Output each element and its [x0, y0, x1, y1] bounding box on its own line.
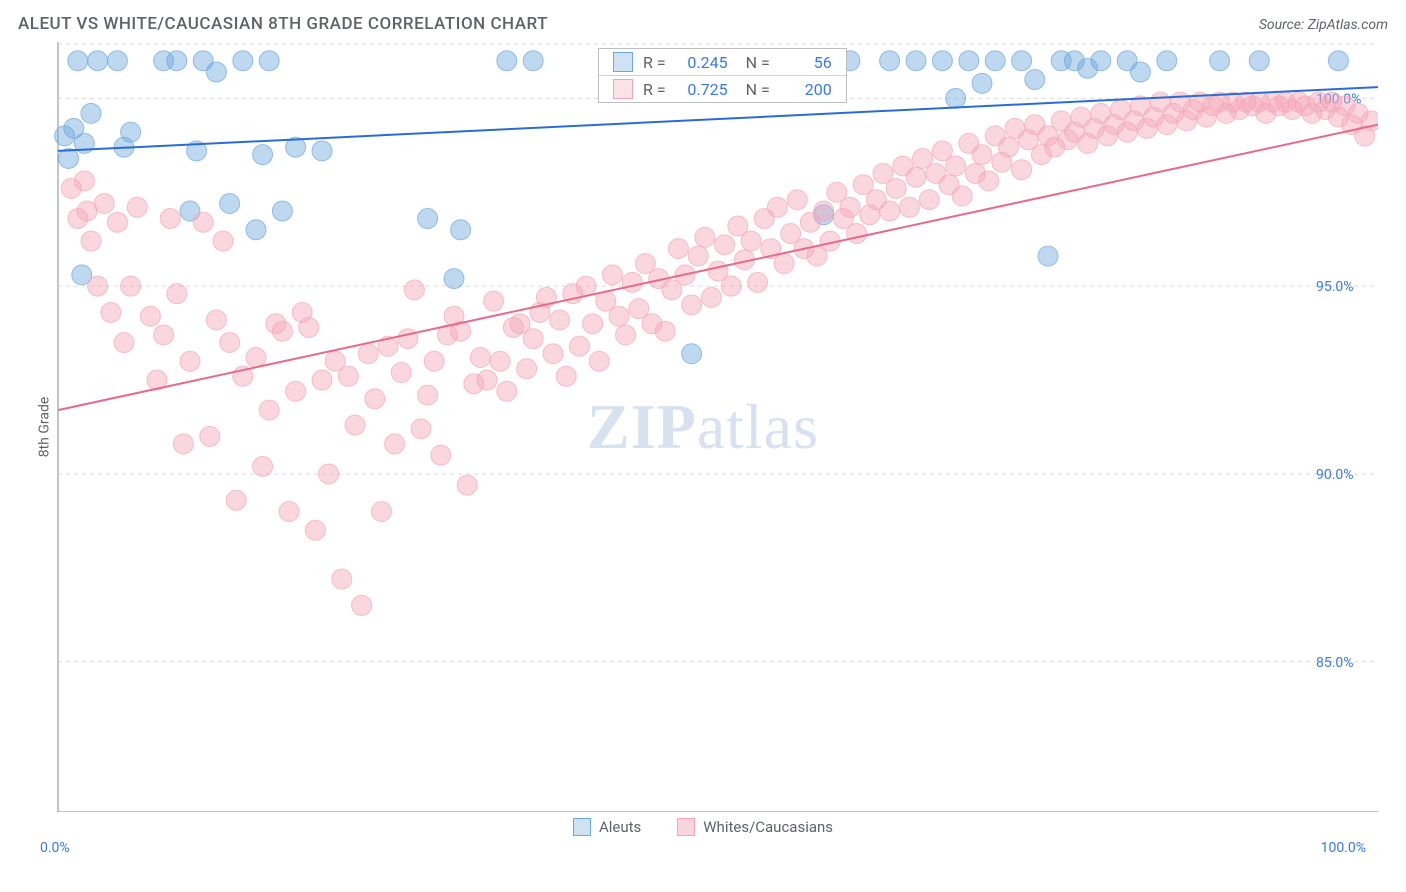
legend-swatch	[677, 818, 695, 836]
y-axis-label: 8th Grade	[36, 397, 52, 458]
chart-area: 8th Grade 85.0%90.0%95.0%100.0% ZIPatlas…	[18, 42, 1388, 812]
n-value: 200	[780, 80, 832, 99]
series-legend: Aleuts Whites/Caucasians	[0, 818, 1406, 836]
legend-swatch	[573, 818, 591, 836]
stat-row: R = 0.725 N = 200	[599, 76, 846, 102]
correlation-stats-box: R = 0.245 N = 56 R = 0.725 N = 200	[598, 48, 847, 103]
legend-item: Aleuts	[573, 818, 641, 836]
legend-item: Whites/Caucasians	[677, 818, 833, 836]
series-swatch	[613, 79, 633, 99]
svg-text:95.0%: 95.0%	[1316, 279, 1354, 295]
x-min-label: 0.0%	[40, 840, 70, 856]
r-label: R =	[643, 53, 666, 72]
svg-text:90.0%: 90.0%	[1316, 467, 1354, 483]
legend-label: Aleuts	[599, 818, 641, 836]
svg-text:85.0%: 85.0%	[1316, 655, 1354, 671]
source-label: Source: ZipAtlas.com	[1259, 17, 1388, 33]
scatter-plot: 85.0%90.0%95.0%100.0%	[18, 42, 1378, 812]
x-max-label: 100.0%	[1321, 840, 1366, 856]
stat-row: R = 0.245 N = 56	[599, 49, 846, 76]
n-label: N =	[746, 80, 770, 99]
n-value: 56	[780, 53, 832, 72]
legend-label: Whites/Caucasians	[703, 818, 833, 836]
r-label: R =	[643, 80, 666, 99]
series-swatch	[613, 52, 633, 72]
chart-title: ALEUT VS WHITE/CAUCASIAN 8TH GRADE CORRE…	[18, 14, 548, 34]
x-axis-labels: 0.0% 100.0%	[0, 836, 1406, 856]
n-label: N =	[746, 53, 770, 72]
r-value: 0.725	[676, 80, 728, 99]
r-value: 0.245	[676, 53, 728, 72]
